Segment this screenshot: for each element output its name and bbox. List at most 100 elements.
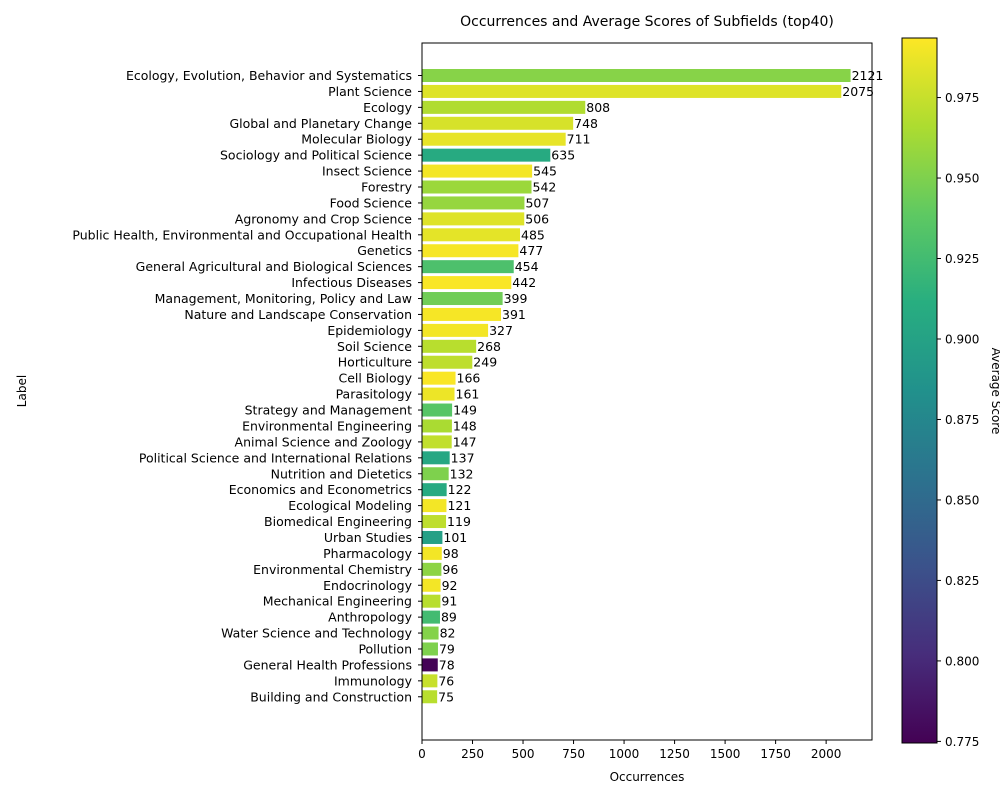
colorbar-label: Average Score <box>989 348 1000 435</box>
y-tick-label: Economics and Econometrics <box>229 482 412 497</box>
bar-value-label: 98 <box>443 546 459 561</box>
bar <box>422 307 502 321</box>
bar <box>422 435 452 449</box>
bar <box>422 515 447 529</box>
bar-value-label: 545 <box>533 164 557 179</box>
bar <box>422 244 519 258</box>
x-tick-label: 1750 <box>760 747 791 761</box>
y-tick-label: Nature and Landscape Conservation <box>184 307 412 322</box>
y-tick-label: General Health Professions <box>243 657 412 672</box>
bar <box>422 84 842 98</box>
chart-title: Occurrences and Average Scores of Subfie… <box>460 14 834 30</box>
bar-value-label: 149 <box>453 403 477 418</box>
colorbar-tick-label: 0.925 <box>945 252 979 266</box>
y-tick-label: Insect Science <box>322 164 412 179</box>
y-tick-label: Political Science and International Rela… <box>139 450 412 465</box>
x-axis-label: Occurrences <box>610 770 685 784</box>
bar <box>422 355 473 369</box>
bar-value-label: 2075 <box>842 84 874 99</box>
bar-value-label: 166 <box>457 371 481 386</box>
bar <box>422 132 566 146</box>
colorbar-tick-label: 0.950 <box>945 172 979 186</box>
bar-value-label: 442 <box>512 275 536 290</box>
bar-value-label: 137 <box>451 450 475 465</box>
bar-value-label: 89 <box>441 610 457 625</box>
colorbar-ticks: 0.775 0.800 0.825 0.850 0.875 0.900 0.925 0.950… <box>937 91 979 749</box>
bar-value-label: 808 <box>586 100 610 115</box>
y-tick-label: Ecological Modeling <box>288 498 412 513</box>
bar-value-label: 82 <box>440 626 456 641</box>
bar-value-label: 119 <box>447 514 471 529</box>
y-axis-label: Label <box>15 375 29 407</box>
colorbar-tick-label: 0.875 <box>945 413 979 427</box>
y-tick-label: Strategy and Management <box>245 403 412 418</box>
y-tick-label: Infectious Diseases <box>291 275 412 290</box>
bar <box>422 371 456 385</box>
y-tick-label: Mechanical Engineering <box>263 594 412 609</box>
y-tick-label: Building and Construction <box>250 689 412 704</box>
y-tick-label: Ecology <box>363 100 412 115</box>
bar <box>422 658 438 672</box>
bar-value-label: 75 <box>438 689 454 704</box>
y-tick-label: Epidemiology <box>327 323 412 338</box>
y-tick-label: Genetics <box>357 243 412 258</box>
bar-value-label: 96 <box>442 562 458 577</box>
bar <box>422 260 514 274</box>
y-tick-label: Animal Science and Zoology <box>235 434 413 449</box>
x-tick-label: 1250 <box>659 747 690 761</box>
colorbar-tick-label: 0.850 <box>945 493 979 507</box>
y-tick-label: Public Health, Environmental and Occupat… <box>72 227 412 242</box>
bar <box>422 674 438 688</box>
bar <box>422 212 525 226</box>
bar <box>422 642 438 656</box>
bar-value-label: 91 <box>441 594 457 609</box>
x-tick-label: 1000 <box>609 747 640 761</box>
y-tick-label: Biomedical Engineering <box>264 514 412 529</box>
y-tick-label: Nutrition and Dietetics <box>271 466 412 481</box>
bar <box>422 292 503 306</box>
bar-value-label: 76 <box>438 673 454 688</box>
bar-value-label: 507 <box>525 195 549 210</box>
y-tick-label: Urban Studies <box>324 530 412 545</box>
y-tick-label: Cell Biology <box>339 371 413 386</box>
bar <box>422 499 447 513</box>
bar-value-label: 748 <box>574 116 598 131</box>
bar-value-label: 161 <box>456 387 480 402</box>
x-tick-label: 750 <box>562 747 585 761</box>
x-tick-label: 1500 <box>710 747 741 761</box>
colorbar-tick-label: 0.900 <box>945 332 979 346</box>
y-tick-label: Forestry <box>361 180 412 195</box>
bar-value-label: 506 <box>525 211 549 226</box>
bar <box>422 419 452 433</box>
colorbar <box>901 37 938 744</box>
y-tick-label: Ecology, Evolution, Behavior and Systema… <box>126 68 412 83</box>
bar-value-label: 79 <box>439 641 455 656</box>
bar <box>422 578 441 592</box>
y-tick-label: Immunology <box>334 673 413 688</box>
bar-value-label: 148 <box>453 418 477 433</box>
bar <box>422 180 532 194</box>
plot-frame <box>421 42 873 741</box>
bar <box>422 530 443 544</box>
y-tick-label: Pollution <box>358 641 412 656</box>
y-tick-label: Agronomy and Crop Science <box>235 211 413 226</box>
bar <box>422 483 447 497</box>
y-tick-label: Plant Science <box>328 84 412 99</box>
bar <box>422 690 438 704</box>
y-tick-label: Pharmacology <box>323 546 412 561</box>
bar-value-label: 268 <box>477 339 501 354</box>
x-tick-label: 2000 <box>811 747 842 761</box>
y-tick-label: Water Science and Technology <box>221 626 412 641</box>
bar <box>422 69 851 82</box>
bar <box>422 116 574 130</box>
bar <box>422 387 455 401</box>
y-tick-label: General Agricultural and Biological Scie… <box>136 259 412 274</box>
bar <box>422 323 489 337</box>
x-tick-label: 0 <box>418 747 426 761</box>
bar-value-label: 711 <box>567 132 591 147</box>
bar <box>422 610 440 624</box>
bar <box>422 562 442 576</box>
x-tick-label: 250 <box>461 747 484 761</box>
bar-value-label: 122 <box>448 482 472 497</box>
